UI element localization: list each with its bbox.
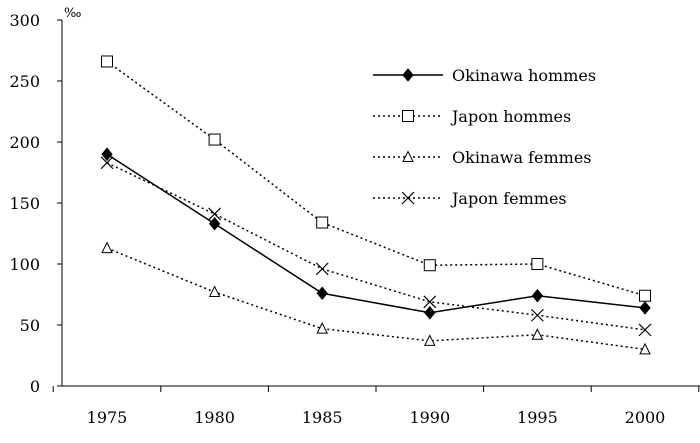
data-point xyxy=(316,216,329,229)
data-point xyxy=(639,289,651,302)
y-tick-label: 200 xyxy=(9,133,40,152)
legend-entry: Okinawa femmes xyxy=(373,148,592,167)
x-tick-label: 1980 xyxy=(194,408,235,427)
data-point xyxy=(208,285,221,298)
legend-entry: Okinawa hommes xyxy=(373,66,596,85)
series-line xyxy=(106,162,646,331)
data-point xyxy=(639,342,651,355)
series-line xyxy=(106,153,646,314)
data-point xyxy=(639,301,651,315)
x-ticks: 1975 1980 1985 1990 1995 2000 xyxy=(52,386,700,427)
series-group xyxy=(100,55,652,355)
data-point xyxy=(101,147,113,161)
data-point xyxy=(208,216,221,231)
series-line xyxy=(106,60,646,297)
x-tick-label: 1995 xyxy=(517,408,558,427)
data-point xyxy=(531,258,544,270)
data-point xyxy=(638,323,652,337)
axes: ‰ xyxy=(61,6,700,387)
data-point xyxy=(424,306,436,320)
series-okinawa-femmes xyxy=(101,241,651,355)
x-tick-label: 1985 xyxy=(302,408,343,427)
series-japon-femmes xyxy=(100,156,652,337)
data-point xyxy=(101,55,113,68)
data-point xyxy=(530,308,544,322)
legend-entry: Japon femmes xyxy=(373,189,567,208)
series-okinawa-hommes xyxy=(101,147,651,320)
legend-label: Japon femmes xyxy=(450,189,567,208)
legend-label: Okinawa hommes xyxy=(452,66,596,85)
y-tick-label: 50 xyxy=(20,316,40,335)
data-point xyxy=(316,322,329,334)
data-point xyxy=(208,133,221,146)
y-tick-label: 150 xyxy=(9,194,40,213)
data-point xyxy=(316,286,328,301)
y-tick-label: 250 xyxy=(9,72,40,91)
series-line xyxy=(106,247,646,351)
x-tick-label: 1990 xyxy=(409,408,450,427)
data-point xyxy=(402,110,414,122)
data-point xyxy=(423,259,436,272)
y-ticks: 0 50 100 150 200 250 300 xyxy=(9,11,62,396)
series-japon-hommes xyxy=(101,55,651,302)
data-point xyxy=(531,288,544,303)
data-point xyxy=(402,68,414,82)
y-tick-label: 100 xyxy=(9,255,40,274)
legend-entry: Japon hommes xyxy=(373,107,571,126)
legend-label: Okinawa femmes xyxy=(452,148,592,167)
data-point xyxy=(100,156,114,170)
data-point xyxy=(101,241,113,254)
unit-label: ‰ xyxy=(64,6,81,21)
data-point xyxy=(315,262,329,276)
data-point xyxy=(208,207,222,221)
x-tick-label: 1975 xyxy=(87,408,128,427)
y-tick-label: 0 xyxy=(30,377,40,396)
legend: Okinawa hommes Japon hommes Okinawa femmes… xyxy=(373,66,596,208)
data-point xyxy=(401,191,415,205)
data-point xyxy=(423,334,436,346)
y-tick-label: 300 xyxy=(9,11,40,30)
data-point xyxy=(531,328,544,340)
legend-label: Japon hommes xyxy=(450,107,571,126)
data-point xyxy=(402,150,414,162)
x-tick-label: 2000 xyxy=(625,408,666,427)
data-point xyxy=(423,295,437,309)
